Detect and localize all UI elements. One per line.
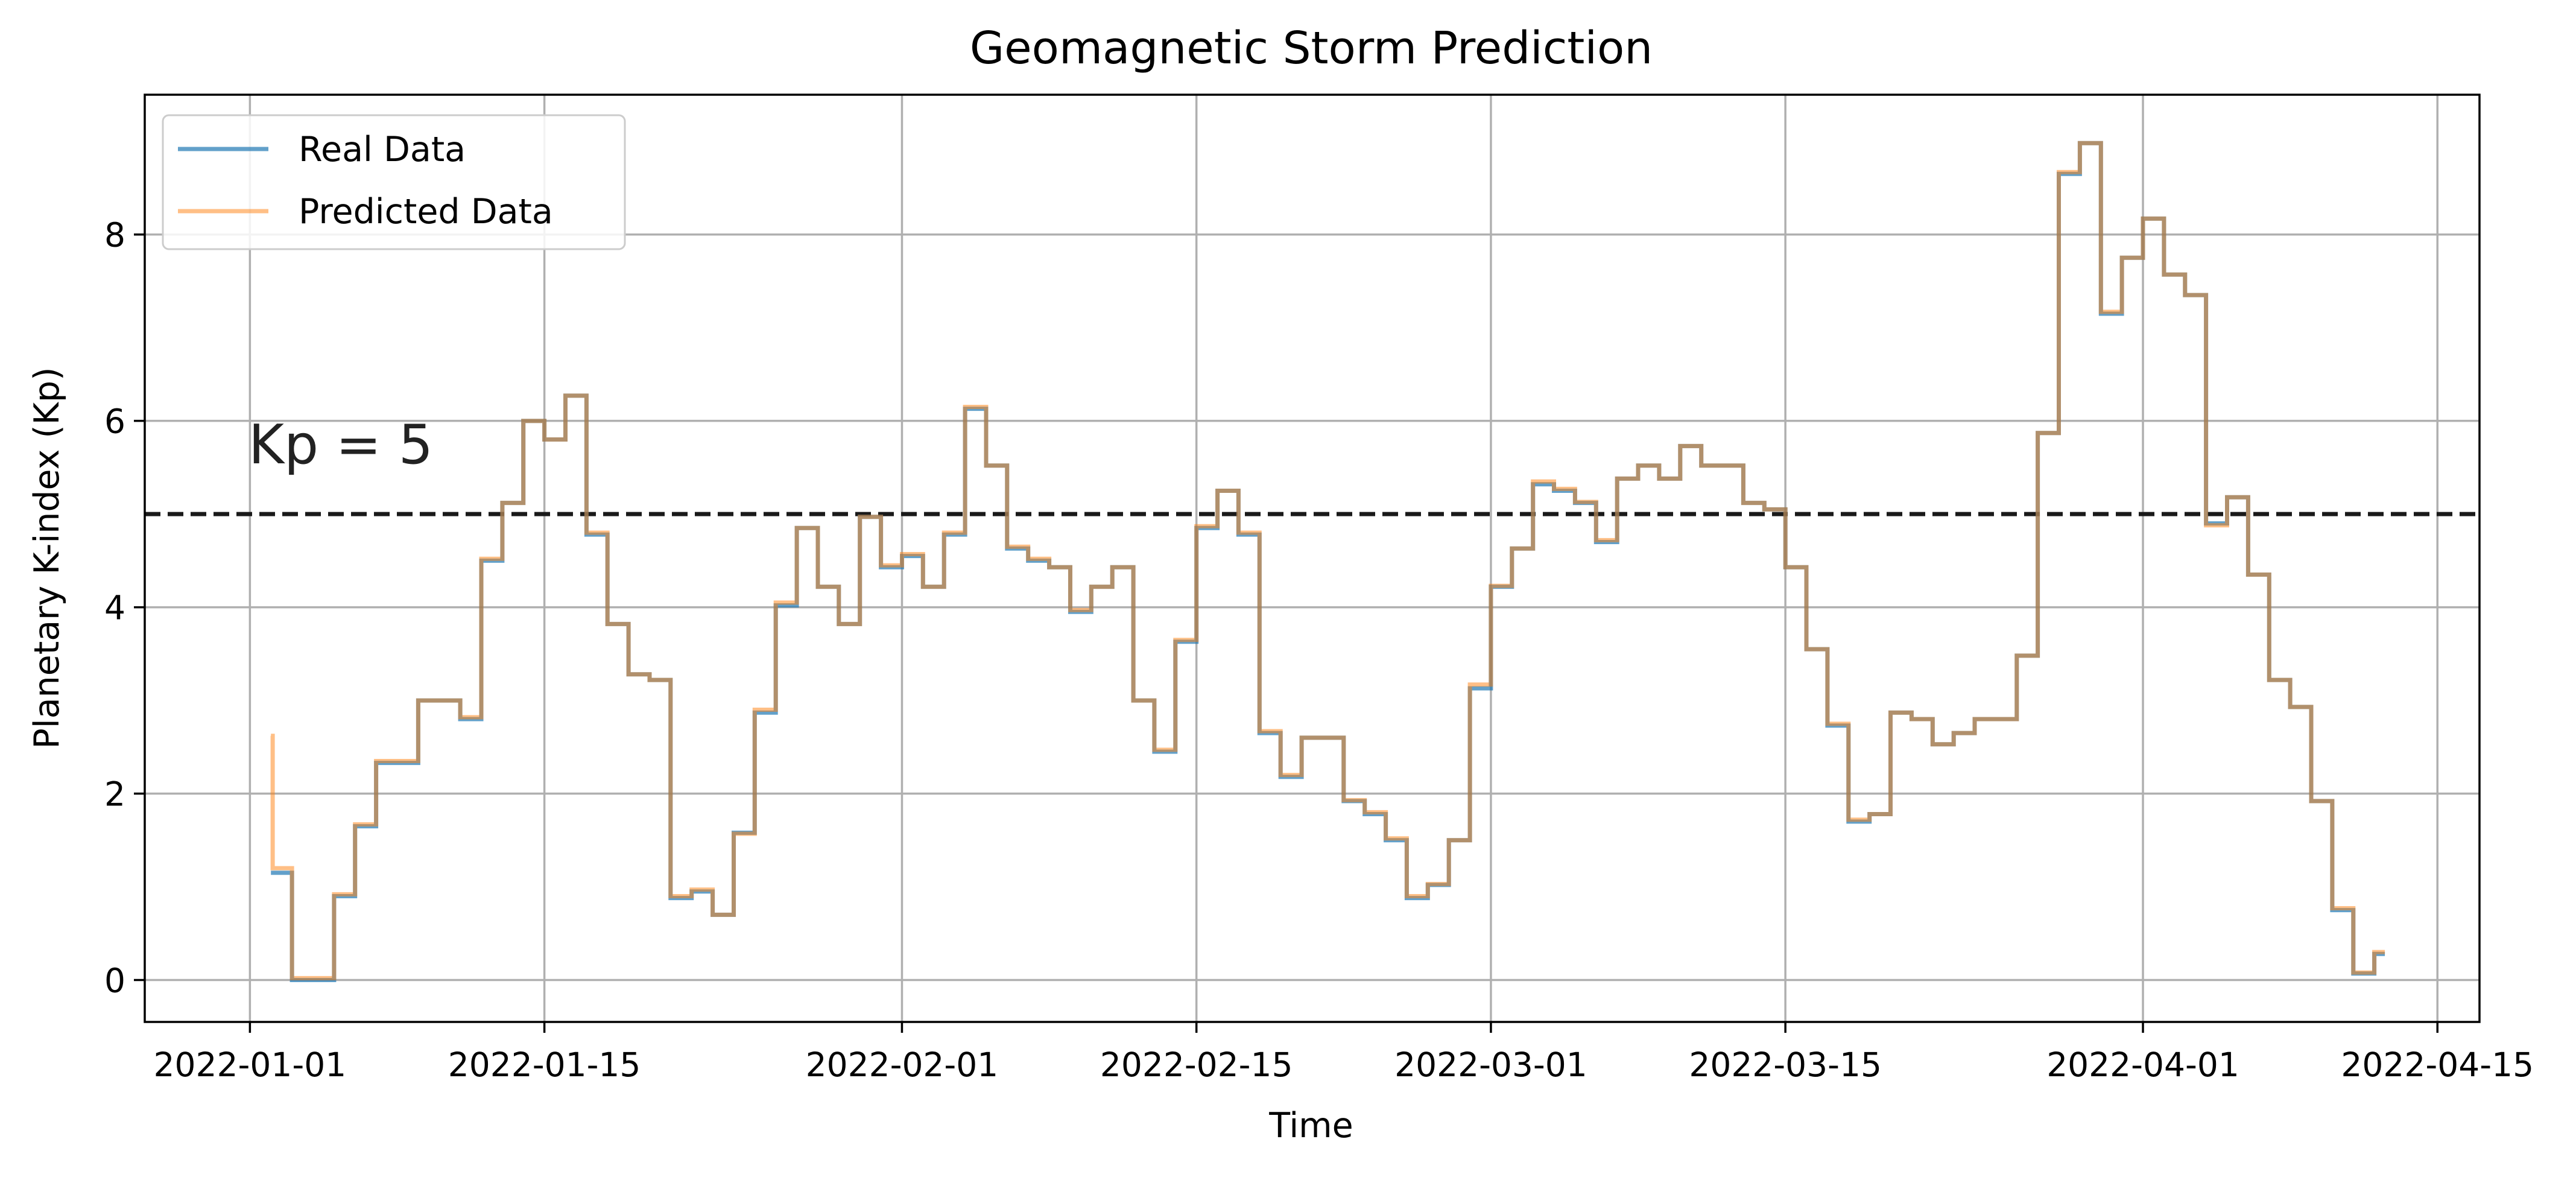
x-tick-label: 2022-02-15 (1100, 1045, 1293, 1084)
y-tick-label: 8 (104, 216, 125, 255)
legend-label-predicted-data: Predicted Data (299, 192, 553, 232)
y-axis-label: Planetary K-index (Kp) (27, 367, 67, 749)
threshold: Kp = 5 (145, 413, 2479, 516)
plot-frame (144, 94, 2481, 1023)
threshold-label: Kp = 5 (248, 413, 433, 477)
legend-label-real-data: Real Data (299, 130, 466, 170)
x-tick-label: 2022-03-01 (1394, 1045, 1587, 1084)
grid (145, 95, 2479, 1022)
y-tick-label: 2 (104, 775, 125, 814)
chart-title: Geomagnetic Storm Prediction (970, 22, 1653, 74)
legend: Real Data Predicted Data (162, 114, 626, 250)
series-line-predicted-data (270, 141, 2385, 980)
series-layer (270, 141, 2385, 982)
x-tick-label: 2022-03-15 (1689, 1045, 1882, 1084)
y-tick-label: 4 (104, 589, 125, 627)
y-tick-label: 6 (104, 402, 125, 441)
x-tick-label: 2022-01-15 (448, 1045, 641, 1084)
x-tick-label: 2022-01-01 (154, 1045, 347, 1084)
y-tick-label: 0 (104, 961, 125, 1000)
x-tick-label: 2022-04-15 (2341, 1045, 2534, 1084)
x-axis: 2022-01-01 2022-01-15 2022-02-01 2022-02-15… (154, 1022, 2534, 1084)
x-tick-label: 2022-04-01 (2046, 1045, 2239, 1084)
legend-box (162, 114, 626, 250)
x-axis-label: Time (1268, 1106, 1353, 1146)
y-axis: 0 2 4 6 8 (104, 216, 145, 1000)
x-tick-label: 2022-02-01 (806, 1045, 999, 1084)
